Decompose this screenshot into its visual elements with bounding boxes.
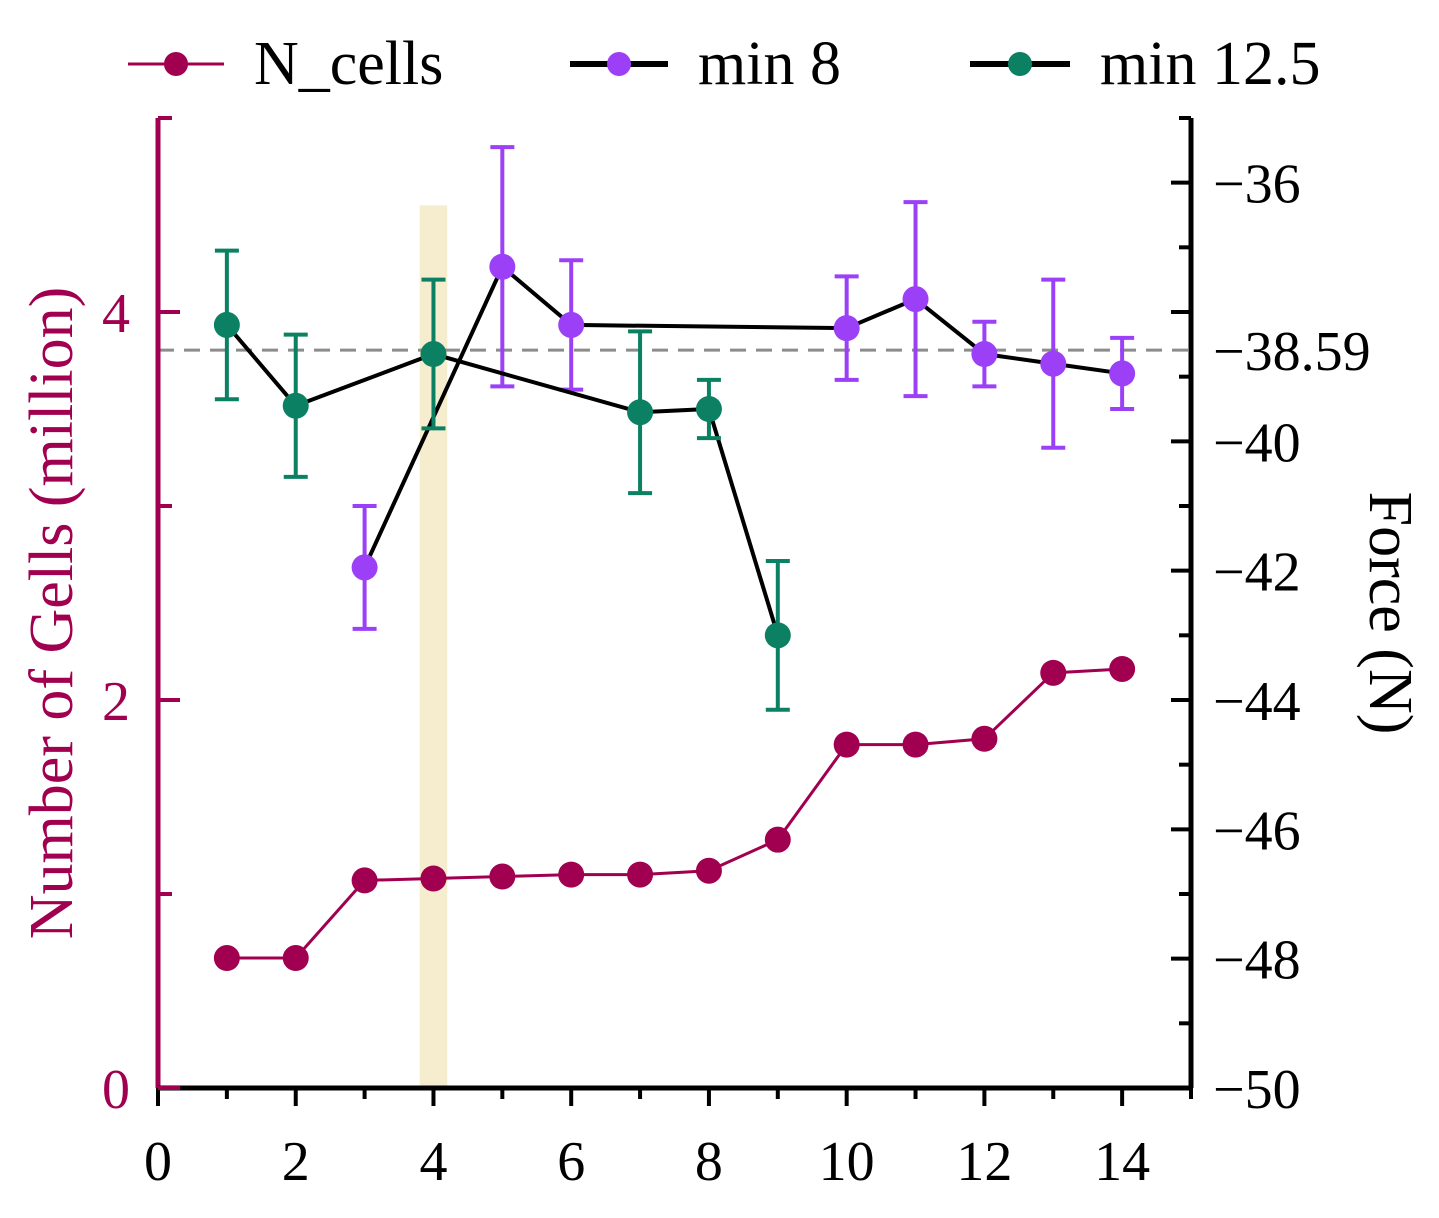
x-tick-label: 6 xyxy=(557,1131,585,1193)
right-tick-label: −44 xyxy=(1213,671,1301,733)
x-tick-label: 0 xyxy=(144,1131,172,1193)
series-line xyxy=(226,667,1123,960)
series-line xyxy=(225,323,780,636)
left-tick-label: 2 xyxy=(102,671,130,733)
data-point xyxy=(764,826,791,853)
axes-layer: 0 2 4 6 8 10 12 14 0 2 4 Number of Gells (million) −… xyxy=(18,116,1424,1193)
legend-item-min-8: min 8 xyxy=(570,30,841,98)
data-point xyxy=(282,392,309,419)
right-tick-label: −36 xyxy=(1213,154,1301,216)
data-point xyxy=(1040,350,1067,377)
left-tick-label: 0 xyxy=(102,1059,130,1121)
data-point xyxy=(695,396,722,422)
data-point xyxy=(833,731,860,758)
data-point xyxy=(971,725,998,752)
data-point xyxy=(971,341,998,368)
x-tick-label: 14 xyxy=(1094,1131,1150,1193)
left-tick-label: 4 xyxy=(102,283,130,345)
data-point xyxy=(351,554,378,581)
data-point xyxy=(833,315,860,342)
series-layer xyxy=(213,145,1136,972)
data-point xyxy=(213,945,240,972)
right-tick-label: −40 xyxy=(1213,412,1301,474)
left-axis-label: Number of Gells (million) xyxy=(18,287,86,940)
legend-label: min 12.5 xyxy=(1100,30,1320,98)
data-point xyxy=(489,253,516,280)
right-tick-label: −42 xyxy=(1213,542,1301,604)
data-point xyxy=(1040,659,1067,686)
data-point xyxy=(695,857,722,884)
x-tick-label: 2 xyxy=(282,1131,310,1193)
data-point xyxy=(420,341,447,368)
data-point xyxy=(902,731,929,758)
series-n-cells xyxy=(213,655,1136,972)
data-point xyxy=(1109,360,1136,387)
data-point xyxy=(902,286,929,313)
legend-marker xyxy=(1008,52,1032,76)
data-point xyxy=(558,311,585,338)
data-point xyxy=(351,867,378,894)
series-min-12-5 xyxy=(213,248,791,712)
reference-line-label: −38.59 xyxy=(1213,321,1371,383)
data-point xyxy=(489,863,516,890)
data-point xyxy=(1109,655,1136,682)
legend-label: min 8 xyxy=(698,30,841,98)
x-tick-label: 4 xyxy=(419,1131,447,1193)
data-point xyxy=(627,861,654,888)
data-point xyxy=(764,622,791,649)
series-min-8 xyxy=(351,145,1136,631)
x-tick-label: 12 xyxy=(956,1131,1012,1193)
x-tick-label: 8 xyxy=(695,1131,723,1193)
right-tick-label: −50 xyxy=(1213,1059,1301,1121)
right-axis-label: Force (N) xyxy=(1356,492,1424,735)
data-point xyxy=(420,865,447,892)
data-point xyxy=(282,945,309,972)
legend-label: N_cells xyxy=(254,30,443,98)
legend-item-n-cells: N_cells xyxy=(128,30,443,98)
legend-marker xyxy=(607,52,631,76)
legend: N_cells min 8 min 12.5 xyxy=(128,30,1320,98)
data-point xyxy=(213,311,240,338)
right-tick-label: −48 xyxy=(1213,930,1301,992)
legend-marker xyxy=(164,52,188,76)
x-tick-label: 10 xyxy=(819,1131,875,1193)
legend-item-min-12-5: min 12.5 xyxy=(970,30,1320,98)
data-point xyxy=(558,861,585,888)
data-point xyxy=(627,399,654,426)
right-tick-label: −46 xyxy=(1213,800,1301,862)
